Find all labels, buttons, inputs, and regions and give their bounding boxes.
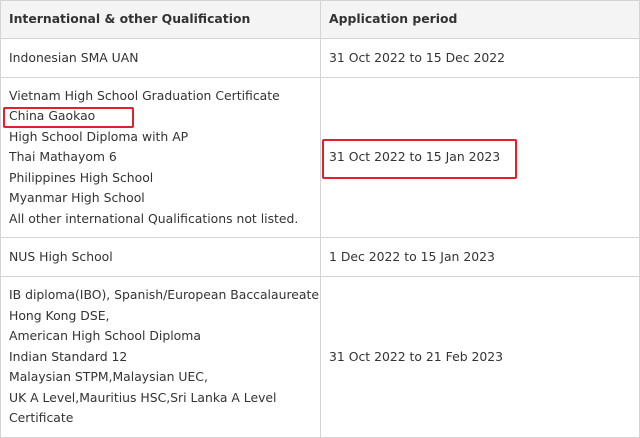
qualification-cell: IB diploma(IBO), Spanish/European Baccal…	[0, 276, 321, 438]
qualification: UK A Level,Mauritius HSC,Sri Lanka A Lev…	[9, 389, 277, 405]
period-cell: 31 Oct 2022 to 15 Dec 2022	[320, 38, 640, 78]
qualification: China Gaokao	[9, 108, 96, 124]
header-cell: International & other Qualification	[0, 0, 321, 39]
application-period: 31 Oct 2022 to 21 Feb 2023	[329, 348, 504, 364]
qualification: High School Diploma with AP	[9, 128, 189, 144]
qualification: NUS High School	[9, 248, 113, 264]
qualification: IB diploma(IBO), Spanish/European Baccal…	[9, 287, 321, 303]
application-period: 31 Oct 2022 to 15 Dec 2022	[329, 49, 506, 65]
qualification: American High School Diploma	[9, 328, 201, 344]
qualification: Hong Kong DSE,	[9, 307, 110, 323]
qualification: Indian Standard 12	[9, 348, 128, 364]
period-cell: 31 Oct 2022 to 21 Feb 2023	[320, 276, 640, 438]
qualification: Malaysian STPM,Malaysian UEC,	[9, 369, 208, 385]
header-text: Application period	[329, 11, 458, 27]
qualification: Certificate	[9, 410, 74, 426]
highlight-box	[3, 107, 134, 128]
qualification: Thai Mathayom 6	[9, 149, 117, 165]
qualification-cell: Indonesian SMA UAN	[0, 38, 321, 78]
qualification: Philippines High School	[9, 169, 154, 185]
qualification-cell: NUS High School	[0, 237, 321, 277]
header-cell: Application period	[320, 0, 640, 39]
qualification-cell: Vietnam High School Graduation Certifica…	[0, 77, 321, 238]
qualification: Myanmar High School	[9, 190, 145, 206]
highlight-box	[322, 139, 517, 179]
application-period: 31 Oct 2022 to 15 Jan 2023	[329, 149, 501, 165]
qualification: Indonesian SMA UAN	[9, 49, 139, 65]
application-period: 1 Dec 2022 to 15 Jan 2023	[329, 248, 495, 264]
period-cell: 1 Dec 2022 to 15 Jan 2023	[320, 237, 640, 277]
qualification: All other international Qualifications n…	[9, 210, 299, 226]
header-text: International & other Qualification	[9, 11, 251, 27]
qualification: Vietnam High School Graduation Certifica…	[9, 87, 280, 103]
